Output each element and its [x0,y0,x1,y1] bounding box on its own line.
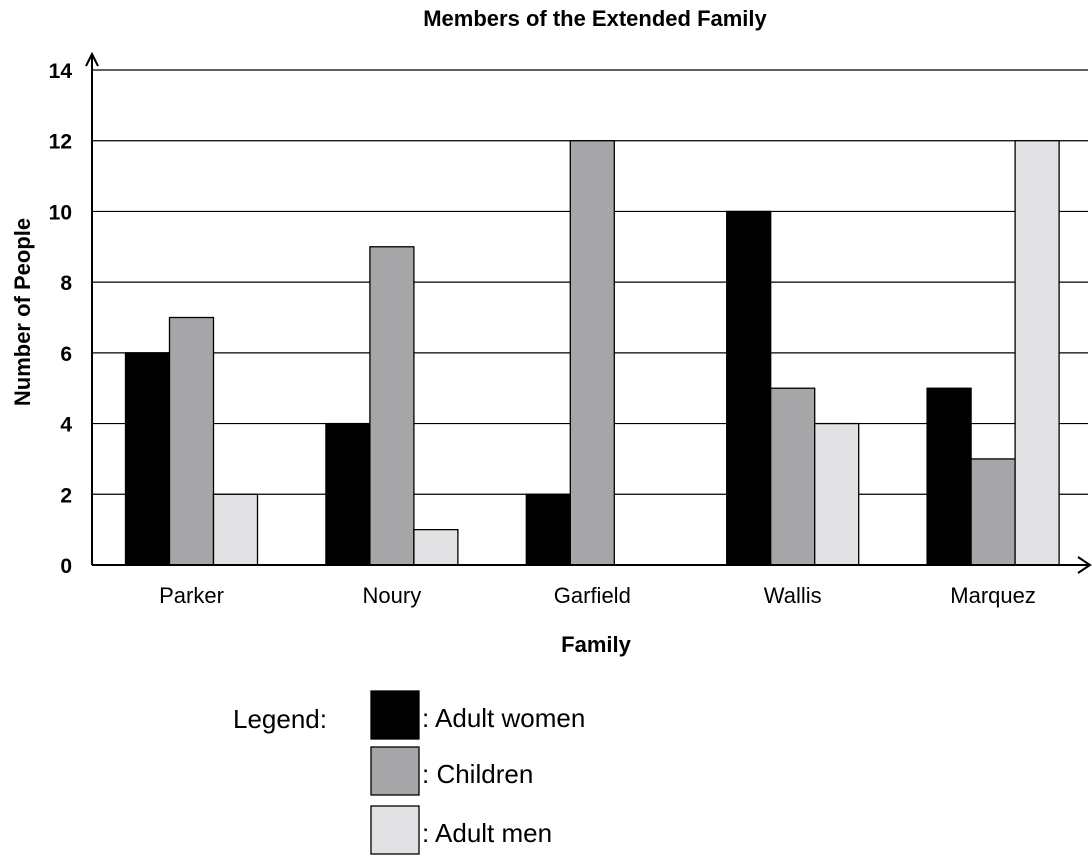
chart-title: Members of the Extended Family [423,6,767,31]
bar-children-wallis [770,387,816,566]
bar-adult-men-noury [413,528,459,566]
bar-adult-women-garfield [525,493,571,566]
bar-adult-men-marquez [1014,140,1060,566]
bar-adult-women-wallis [726,210,772,566]
y-tick-label: 6 [60,343,72,366]
y-axis-title: Number of People [10,218,35,406]
bar-adult-men-parker [212,493,259,566]
legend-swatch-adult-men [370,805,420,855]
legend-label: : Adult men [422,818,552,848]
bar-children-garfield [569,140,615,566]
legend-swatch-children [370,746,420,796]
legend-swatch-adult-women [370,690,420,740]
x-axis-title: Family [561,632,631,657]
x-axis-arrow [1077,556,1092,574]
bar-children-noury [369,246,415,566]
x-tick-label: Parker [159,583,224,608]
y-tick-label: 2 [60,484,72,507]
y-tick-label: 0 [60,555,72,578]
y-tick-label: 4 [60,414,72,437]
bar-adult-women-noury [325,422,371,566]
x-tick-label: Noury [363,583,422,608]
legend-title: Legend: [233,704,327,734]
legend-label: : Children [422,759,533,789]
x-axis-ticks: Parker Noury Garfield Wallis Marquez [159,583,1036,608]
bar-children-marquez [970,458,1016,566]
bar-adult-men-wallis [814,422,860,566]
bar-adult-women-marquez [926,387,972,566]
x-tick-label: Marquez [950,583,1036,608]
x-tick-label: Wallis [764,583,822,608]
y-axis-ticks: 0 2 4 6 8 10 12 14 [49,60,73,578]
y-tick-label: 8 [60,272,72,295]
bars [124,140,1060,566]
bar-children-parker [168,316,215,566]
y-tick-label: 10 [49,201,72,224]
y-axis-arrow [85,51,99,67]
y-tick-label: 14 [49,60,73,83]
bar-adult-women-parker [124,352,171,566]
x-tick-label: Garfield [554,583,631,608]
legend-label: : Adult women [422,703,585,733]
legend: Legend: : Adult women : Children : Adult m… [233,690,585,855]
y-tick-label: 12 [49,131,72,154]
